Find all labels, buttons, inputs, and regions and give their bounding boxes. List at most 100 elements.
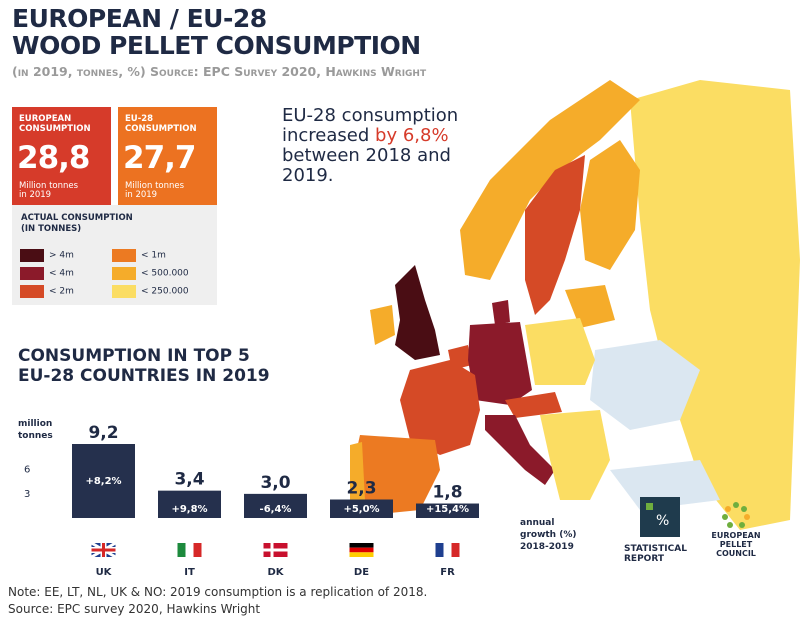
- kpi-eu28-value: 27,7: [123, 140, 196, 176]
- statistical-report-logo: %: [640, 497, 680, 537]
- flag-cross: [91, 548, 116, 552]
- category-label: DE: [354, 567, 369, 578]
- top5-title-1: Consumption in top 5: [18, 346, 250, 366]
- legend-item: < 500.000: [112, 267, 189, 280]
- legend-item: < 1m: [112, 249, 166, 262]
- bar-value-label: 3,4: [174, 470, 204, 490]
- note-line-1: Note: EE, LT, NL, UK & NO: 2019 consumpt…: [8, 585, 428, 599]
- bar-value-label: 2,3: [346, 479, 376, 499]
- legend-item: < 2m: [20, 285, 74, 298]
- headline-highlight: by 6,8%: [375, 125, 449, 146]
- legend-item: < 250.000: [112, 285, 189, 298]
- kpi-european: European consumption 28,8 Million tonnes i…: [12, 107, 111, 205]
- bar-growth-label: +8,2%: [85, 476, 121, 487]
- category-label: DK: [267, 567, 284, 578]
- map-region-france: [400, 360, 480, 455]
- top5-title-2: EU-28 countries in 2019: [18, 366, 270, 386]
- flag-stripe: [177, 543, 186, 557]
- map-region-sweden: [525, 155, 585, 315]
- map-region-ireland: [370, 305, 395, 345]
- category-label: UK: [96, 567, 113, 578]
- kpi-eu28-unit-1: Million tonnes: [125, 181, 185, 191]
- bar-growth-label: +15,4%: [426, 504, 469, 515]
- kpi-eu28-unit-2: in 2019: [125, 190, 158, 200]
- map-region-baltics: [565, 285, 615, 328]
- statistical-report-line-1: Statistical: [624, 544, 687, 554]
- map-region-austria: [505, 392, 562, 418]
- subtitle: (in 2019, tonnes, %) Source: EPC Survey …: [12, 64, 427, 79]
- bar: [158, 490, 221, 518]
- flag-stripe: [443, 543, 452, 557]
- map-region-balkans: [540, 410, 610, 500]
- map-region-finland: [580, 140, 640, 270]
- growth-axis-label-2: growth (%): [520, 530, 576, 540]
- map-region-poland: [525, 318, 595, 385]
- kpi-european-label-1: European: [19, 114, 72, 124]
- flag-stripe: [451, 543, 460, 557]
- bar: [72, 444, 135, 518]
- legend-swatch: [20, 249, 44, 262]
- bar-value-label: 3,0: [260, 473, 290, 493]
- flag-stripe: [193, 543, 202, 557]
- legend-item: < 4m: [20, 267, 74, 280]
- y-axis-label-1: million: [18, 419, 52, 429]
- epc-logo-text: European Pellet Council: [696, 531, 776, 558]
- flag-stripe: [185, 543, 194, 557]
- y-axis-label-2: tonnes: [18, 431, 53, 441]
- headline-line-4: 2019.: [282, 165, 334, 186]
- epc-line-2: Council: [716, 549, 756, 558]
- flag-stripe: [435, 543, 444, 557]
- svg-text:%: %: [656, 513, 669, 529]
- map-region-portugal: [350, 442, 365, 500]
- category-label: IT: [184, 567, 195, 578]
- bar-chart: million tonnes 3 6 9,2 +8,2% UK 3,4 +9,8% IT 3,0…: [18, 419, 576, 578]
- flag-cross: [263, 548, 288, 552]
- map-region-turkey: [610, 460, 720, 510]
- europe-map: [350, 80, 800, 530]
- statistical-report-text: Statistical Report: [624, 544, 687, 564]
- category-label: FR: [440, 567, 455, 578]
- map-region-germany: [468, 322, 532, 405]
- bar-growth-label: +5,0%: [343, 504, 379, 515]
- statistical-report-line-2: Report: [624, 554, 664, 564]
- map-region-denmark: [492, 300, 510, 325]
- map-region-italy: [485, 415, 555, 485]
- headline-line-2: increased by 6,8%: [282, 126, 458, 146]
- headline-line-2-pre: increased: [282, 125, 376, 146]
- y-tick-label: 3: [24, 489, 30, 500]
- legend-swatch: [20, 285, 44, 298]
- bar-value-label: 1,8: [432, 483, 462, 503]
- note-line-2: Source: EPC survey 2020, Hawkins Wright: [8, 602, 261, 616]
- kpi-eu28: EU-28 consumption 27,7 Million tonnes in 2…: [118, 107, 217, 205]
- legend-label: < 2m: [49, 286, 74, 297]
- map-region-ukraine: [590, 340, 700, 430]
- bar-value-label: 9,2: [88, 423, 118, 443]
- kpi-eu28-label-2: consumption: [125, 124, 197, 134]
- title-line-2: Wood pellet consumption: [12, 31, 421, 60]
- legend-title-1: Actual consumption: [21, 213, 133, 223]
- title-line-1: European / EU-28: [12, 4, 267, 33]
- growth-axis-label-1: annual: [520, 518, 554, 528]
- flag-stripe: [349, 552, 374, 557]
- bar: [330, 499, 393, 518]
- legend-swatch: [112, 267, 136, 280]
- headline-line-3: between 2018 and: [282, 145, 451, 166]
- legend-swatch: [112, 285, 136, 298]
- bar: [244, 493, 307, 518]
- flag-stripe: [349, 547, 374, 553]
- legend-label: < 1m: [141, 250, 166, 261]
- legend-panel: Actual consumption (in tonnes) > 4m < 4m…: [12, 205, 217, 305]
- flag-stripe: [349, 543, 374, 548]
- epc-logo-icon: [722, 502, 750, 528]
- kpi-eu28-label-1: EU-28: [125, 114, 154, 124]
- map-region-spain: [350, 435, 440, 515]
- legend-item: > 4m: [20, 249, 74, 262]
- growth-axis-label-3: 2018-2019: [520, 542, 574, 552]
- kpi-european-unit-2: in 2019: [19, 190, 52, 200]
- legend-swatch: [112, 249, 136, 262]
- headline-line-1: EU-28 consumption: [282, 105, 459, 126]
- legend-label: < 250.000: [141, 286, 189, 297]
- map-region-uk: [395, 265, 440, 360]
- headline: EU-28 consumption increased by 6,8% betw…: [282, 106, 458, 186]
- kpi-european-value: 28,8: [17, 140, 90, 176]
